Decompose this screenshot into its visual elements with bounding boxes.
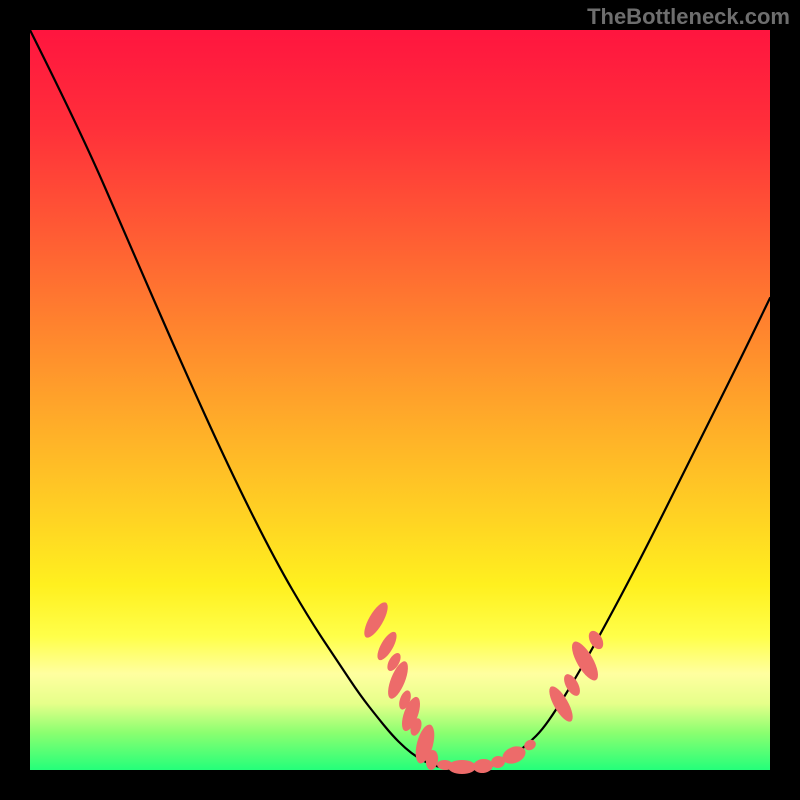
flat-zone-segment [448,760,476,774]
chart-svg [0,0,800,800]
bottleneck-chart: TheBottleneck.com [0,0,800,800]
watermark-text: TheBottleneck.com [587,4,790,30]
